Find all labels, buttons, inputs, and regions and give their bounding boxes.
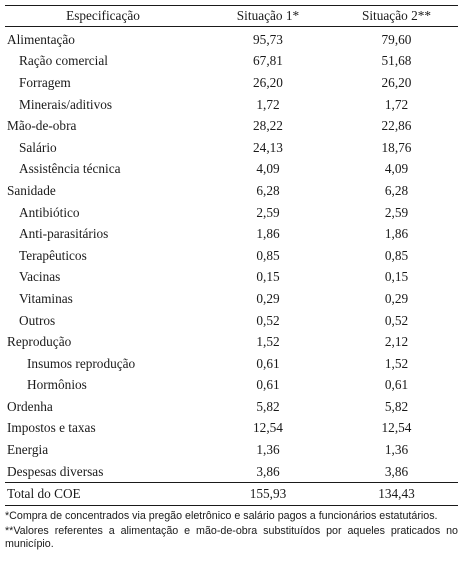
table-row: Forragem 26,20 26,20 — [5, 72, 458, 94]
header-situacao-2: Situação 2** — [335, 5, 458, 27]
value-situacao-1: 95,73 — [253, 31, 283, 47]
row-label: Outros — [19, 312, 56, 328]
table-row: Antibiótico 2,59 2,59 — [5, 202, 458, 224]
row-label: Energia — [7, 442, 49, 458]
row-label: Total do COE — [5, 482, 201, 507]
row-label: Despesas diversas — [7, 463, 104, 479]
value-situacao-2: 1,52 — [384, 355, 409, 371]
value-situacao-1: 3,86 — [256, 463, 280, 479]
row-label: Reprodução — [7, 334, 72, 350]
value-situacao-2: 51,68 — [381, 53, 412, 69]
value-situacao-2: 1,72 — [384, 96, 409, 112]
value-situacao-1: 6,28 — [256, 182, 280, 198]
table-row: Alimentação 95,73 79,60 — [5, 27, 458, 51]
header-especificacao: Especificação — [5, 5, 201, 27]
row-label: Ração comercial — [19, 53, 108, 69]
row-label: Mão-de-obra — [7, 118, 77, 134]
value-situacao-1: 1,52 — [256, 334, 280, 350]
table-row: Reprodução 1,52 2,12 — [5, 331, 458, 353]
value-situacao-2: 0,61 — [384, 377, 409, 393]
value-situacao-1: 1,36 — [256, 442, 280, 458]
value-situacao-2: 26,20 — [381, 74, 412, 90]
value-situacao-2: 18,76 — [381, 139, 412, 155]
value-situacao-1: 0,85 — [256, 247, 280, 263]
value-situacao-1: 0,61 — [256, 355, 280, 371]
table-row: Mão-de-obra 28,22 22,86 — [5, 115, 458, 137]
table-row: Insumos reprodução 0,61 1,52 — [5, 353, 458, 375]
row-label: Alimentação — [7, 31, 75, 47]
value-situacao-1: 1,86 — [256, 226, 280, 242]
value-situacao-1: 24,13 — [253, 139, 283, 155]
value-situacao-2: 134,43 — [335, 482, 458, 507]
row-label: Insumos reprodução — [27, 355, 136, 371]
table-row: Outros 0,52 0,52 — [5, 310, 458, 332]
row-label: Forragem — [19, 74, 71, 90]
value-situacao-2: 0,52 — [384, 312, 409, 328]
value-situacao-2: 1,86 — [384, 226, 409, 242]
table-header: Especificação Situação 1* Situação 2** — [5, 5, 458, 27]
row-label: Ordenha — [7, 398, 53, 414]
row-label: Vacinas — [19, 269, 61, 285]
value-situacao-2: 1,36 — [384, 442, 409, 458]
value-situacao-1: 26,20 — [253, 74, 283, 90]
table-row: Impostos e taxas 12,54 12,54 — [5, 418, 458, 440]
row-label: Assistência técnica — [19, 161, 121, 177]
value-situacao-2: 2,59 — [384, 204, 409, 220]
table-total-row: Total do COE 155,93 134,43 — [5, 482, 458, 507]
value-situacao-2: 6,28 — [384, 182, 409, 198]
value-situacao-1: 2,59 — [256, 204, 280, 220]
value-situacao-2: 22,86 — [381, 118, 412, 134]
table-row: Terapêuticos 0,85 0,85 — [5, 245, 458, 267]
header-situacao-1: Situação 1* — [201, 5, 335, 27]
table-row: Despesas diversas 3,86 3,86 — [5, 461, 458, 483]
table-row: Salário 24,13 18,76 — [5, 137, 458, 159]
value-situacao-1: 28,22 — [253, 118, 283, 134]
value-situacao-2: 79,60 — [381, 31, 412, 47]
table-row: Assistência técnica 4,09 4,09 — [5, 159, 458, 181]
table-row: Ração comercial 67,81 51,68 — [5, 51, 458, 73]
value-situacao-1: 1,72 — [256, 96, 280, 112]
cost-table: Especificação Situação 1* Situação 2** A… — [5, 5, 458, 507]
value-situacao-1: 67,81 — [253, 53, 283, 69]
row-label: Sanidade — [7, 182, 56, 198]
value-situacao-2: 5,82 — [384, 398, 409, 414]
table-body: Alimentação 95,73 79,60 Ração comercial 67,8… — [5, 27, 458, 507]
row-label: Terapêuticos — [19, 247, 87, 263]
footnote-2: **Valores referentes a alimentação e mão… — [5, 524, 458, 551]
value-situacao-1: 12,54 — [253, 420, 283, 436]
row-label: Vitaminas — [19, 290, 73, 306]
table-row: Energia 1,36 1,36 — [5, 439, 458, 461]
row-label: Salário — [19, 139, 57, 155]
value-situacao-1: 0,52 — [256, 312, 280, 328]
value-situacao-2: 4,09 — [384, 161, 409, 177]
table-row: Hormônios 0,61 0,61 — [5, 375, 458, 397]
value-situacao-1: 5,82 — [256, 398, 280, 414]
value-situacao-2: 12,54 — [381, 420, 412, 436]
value-situacao-1: 0,61 — [256, 377, 280, 393]
table-row: Vacinas 0,15 0,15 — [5, 267, 458, 289]
value-situacao-1: 4,09 — [256, 161, 280, 177]
row-label: Impostos e taxas — [7, 420, 96, 436]
table-row: Minerais/aditivos 1,72 1,72 — [5, 94, 458, 116]
table-row: Sanidade 6,28 6,28 — [5, 180, 458, 202]
value-situacao-1: 0,29 — [256, 290, 280, 306]
value-situacao-1: 0,15 — [256, 269, 280, 285]
table-row: Vitaminas 0,29 0,29 — [5, 288, 458, 310]
value-situacao-2: 2,12 — [384, 334, 409, 350]
row-label: Antibiótico — [19, 204, 80, 220]
row-label: Hormônios — [27, 377, 87, 393]
footnotes: *Compra de concentrados via pregão eletr… — [5, 510, 458, 553]
row-label: Minerais/aditivos — [19, 96, 113, 112]
value-situacao-2: 0,85 — [384, 247, 409, 263]
row-label: Anti-parasitários — [19, 226, 109, 242]
value-situacao-2: 0,15 — [384, 269, 409, 285]
value-situacao-1: 155,93 — [201, 482, 335, 507]
value-situacao-2: 0,29 — [384, 290, 409, 306]
table-row: Anti-parasitários 1,86 1,86 — [5, 223, 458, 245]
header-row: Especificação Situação 1* Situação 2** — [5, 5, 458, 27]
footnote-1: *Compra de concentrados via pregão eletr… — [5, 510, 438, 522]
value-situacao-2: 3,86 — [384, 463, 409, 479]
table-row: Ordenha 5,82 5,82 — [5, 396, 458, 418]
